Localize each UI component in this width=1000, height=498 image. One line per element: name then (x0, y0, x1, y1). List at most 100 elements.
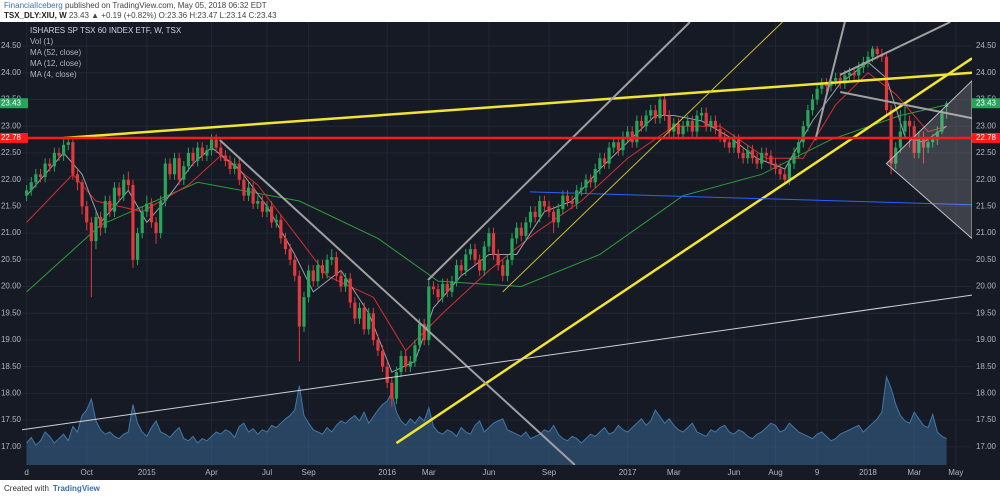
header: FinancialIceberg published on TradingVie… (4, 1, 277, 21)
candle-body (760, 152, 764, 164)
candle-body (755, 158, 759, 164)
candle-body (820, 83, 824, 89)
candle-body (48, 163, 52, 167)
candle-body (186, 152, 191, 167)
candle-body (34, 174, 38, 183)
x-tick-label: Apr (205, 468, 218, 477)
candle-body (552, 211, 556, 223)
candle-body (524, 222, 528, 236)
candle-body (764, 152, 768, 156)
x-tick-label: May (948, 468, 963, 477)
candle-body (732, 139, 736, 148)
candle-body (852, 72, 856, 76)
candle-body (773, 163, 778, 169)
candle-body (709, 120, 713, 127)
candle-body (371, 313, 375, 340)
candle-body (168, 163, 172, 175)
y-tick-label: 22.00 (1, 175, 22, 184)
candle-body (408, 361, 412, 367)
candle-body (695, 115, 699, 132)
x-tick-label: Oct (80, 468, 93, 477)
x-tick-label: 9 (815, 468, 820, 477)
candle-body (117, 187, 121, 196)
candle-body (718, 128, 722, 137)
candle-body (159, 201, 163, 234)
candle-body (894, 147, 898, 164)
trend-line (840, 91, 972, 120)
price-label: 22.78 (1, 133, 22, 142)
created-with: Created with (4, 484, 49, 493)
candle-body (404, 355, 408, 367)
candle-body (676, 123, 681, 135)
candle-body (741, 152, 745, 159)
candle-body (838, 78, 842, 84)
price-label-box (972, 98, 1000, 109)
candle-body (376, 339, 380, 351)
moving-average (26, 104, 947, 293)
candle-body (787, 163, 791, 180)
candle-body (385, 366, 389, 383)
candle-body (246, 187, 251, 196)
candle-body (311, 270, 315, 282)
candle-body (473, 249, 477, 260)
y-tick-label: 21.50 (976, 201, 997, 210)
chart-background (0, 22, 1000, 480)
candle-body (219, 147, 223, 156)
y-tick-label: 18.00 (976, 389, 997, 398)
candle-body (279, 219, 283, 239)
y-tick-label: 24.50 (976, 41, 997, 50)
candle-body (510, 238, 514, 260)
candle-body (427, 286, 431, 340)
chart-title: ISHARES SP TSX 60 INDEX ETF, W, TSX (30, 26, 182, 35)
candle-body (445, 283, 449, 292)
candle-body (316, 265, 320, 282)
candle-body (251, 187, 255, 204)
price-label: 23.43 (1, 98, 22, 107)
candle-body (727, 142, 731, 148)
author[interactable]: FinancialIceberg (4, 1, 63, 10)
candle-body (57, 152, 61, 156)
candle-body (94, 217, 98, 242)
candle-body (903, 120, 907, 132)
candle-body (362, 307, 366, 330)
candle-body (103, 201, 107, 228)
candle-body (616, 142, 620, 151)
y-tick-label: 17.50 (976, 415, 997, 424)
candle-body (441, 283, 445, 298)
candle-body (847, 72, 852, 76)
candle-body (89, 222, 93, 242)
candle-body (607, 147, 611, 164)
candle-body (866, 56, 870, 63)
candle-body (487, 233, 491, 247)
candle-body (667, 115, 671, 132)
candle-body (172, 158, 177, 175)
candle-body (824, 83, 828, 87)
volume-fill (26, 377, 947, 465)
candle-body (196, 147, 200, 161)
candle-body (293, 259, 297, 276)
candle-body (330, 257, 334, 260)
candle-body (579, 187, 583, 191)
candle-body (417, 323, 422, 346)
candle-body (182, 166, 186, 180)
candle-body (875, 48, 879, 55)
y-tick-label: 18.50 (976, 362, 997, 371)
candle-body (561, 195, 565, 210)
candle-body (126, 179, 130, 185)
trend-line (814, 22, 846, 141)
trend-line (219, 139, 576, 465)
candle-body (672, 123, 676, 132)
trend-line (63, 71, 972, 140)
candle-body (658, 99, 662, 119)
x-tick-label: 2016 (378, 468, 396, 477)
candle-body (422, 323, 426, 340)
candle-body (602, 158, 607, 164)
candle-body (644, 115, 648, 127)
candle-body (723, 136, 727, 143)
x-tick-label: Jun (727, 468, 740, 477)
candle-body (390, 382, 394, 399)
candle-body (394, 372, 399, 399)
brand[interactable]: TradingView (52, 484, 100, 493)
candle-body (478, 259, 482, 271)
